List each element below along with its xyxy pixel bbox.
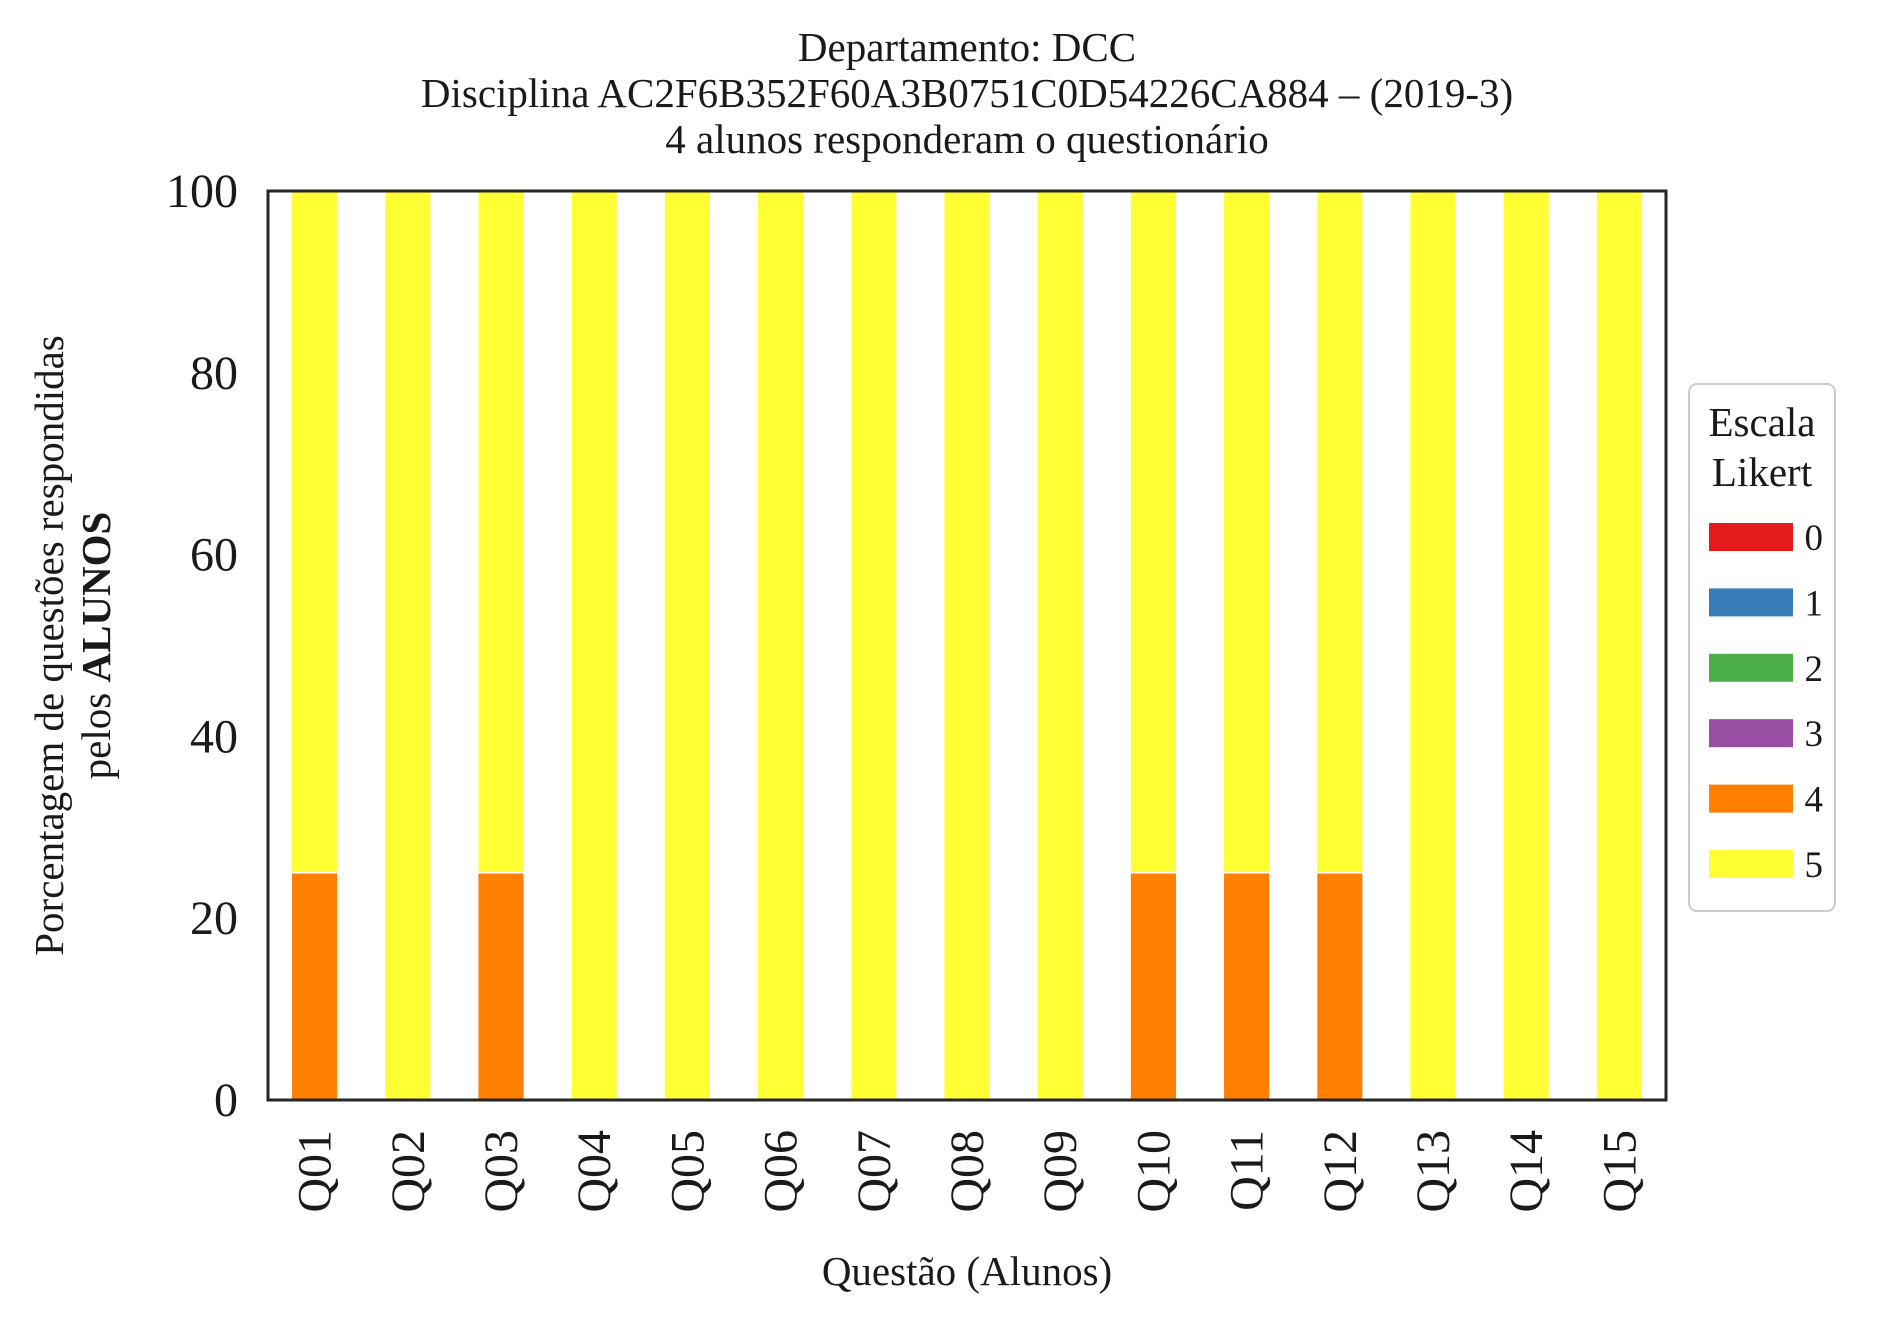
y-axis-label: Porcentagem de questões respondidas pelo… (26, 335, 119, 956)
legend-label-2: 2 (1805, 649, 1824, 690)
y-tick-label: 60 (190, 529, 238, 582)
bar-segment-Q09-likert-5 (1036, 190, 1085, 1101)
legend-items: 0 1 2 3 4 5 (1709, 518, 1823, 886)
x-tick-label-Q10: Q10 (1127, 1130, 1180, 1213)
legend-swatch-4 (1709, 784, 1793, 813)
legend: Escala Likert 0 1 2 3 4 5 (1688, 383, 1836, 912)
legend-box (1688, 383, 1836, 912)
chart-title-line-3: 4 alunos responderam o questionário (665, 116, 1268, 162)
bar-segment-Q01-likert-5 (290, 190, 339, 874)
legend-swatch-5 (1709, 850, 1793, 878)
y-tick-label: 40 (190, 710, 238, 763)
y-axis-label-line-1: Porcentagem de questões respondidas (26, 335, 72, 956)
legend-item-4: 4 (1709, 780, 1823, 821)
y-tick-label: 20 (190, 892, 238, 945)
x-tick-label-Q06: Q06 (755, 1130, 808, 1213)
chart-title-line-2: Disciplina AC2F6B352F60A3B0751C0D54226CA… (421, 70, 1513, 116)
x-tick-label-Q05: Q05 (661, 1130, 714, 1213)
legend-swatch-1 (1709, 588, 1793, 617)
bar-segment-Q12-likert-4 (1315, 872, 1364, 1101)
y-axis-label-bold: ALUNOS (73, 512, 119, 683)
bar-segment-Q10-likert-4 (1129, 872, 1178, 1101)
x-tick-label-Q07: Q07 (848, 1130, 901, 1213)
bar-segment-Q04-likert-5 (570, 190, 619, 1101)
bar-segment-Q03-likert-5 (476, 190, 526, 874)
y-tick-label: 0 (214, 1074, 238, 1127)
bar-segment-Q14-likert-5 (1502, 190, 1551, 1101)
bar-segment-Q15-likert-5 (1595, 190, 1644, 1101)
bar-segment-Q11-likert-4 (1222, 872, 1271, 1101)
bar-segment-Q06-likert-5 (756, 190, 805, 1101)
bar-segment-Q13-likert-5 (1408, 190, 1458, 1101)
plot-frame (266, 189, 1668, 1102)
bar-segment-Q01-likert-4 (290, 872, 339, 1101)
chart-title-line-1: Departamento: DCC (798, 24, 1136, 70)
x-tick-label-Q09: Q09 (1034, 1130, 1087, 1213)
x-tick-label-Q02: Q02 (382, 1130, 435, 1213)
bar-segment-Q12-likert-5 (1315, 190, 1364, 874)
legend-item-0: 0 (1709, 518, 1823, 559)
x-tick-label-Q15: Q15 (1593, 1130, 1646, 1213)
x-tick-label-Q14: Q14 (1500, 1130, 1553, 1213)
y-tick-label: 100 (166, 165, 238, 218)
legend-label-1: 1 (1805, 583, 1824, 624)
bars-group (290, 190, 1644, 1101)
bar-segment-Q10-likert-5 (1129, 190, 1178, 874)
legend-item-2: 2 (1709, 649, 1823, 690)
legend-item-5: 5 (1709, 845, 1823, 886)
legend-item-3: 3 (1709, 714, 1823, 755)
legend-title-line-1: Escala (1709, 399, 1816, 445)
legend-title-line-2: Likert (1712, 449, 1813, 495)
legend-label-4: 4 (1805, 780, 1824, 821)
x-tick-label-Q11: Q11 (1221, 1130, 1274, 1211)
x-tick-label-Q13: Q13 (1407, 1130, 1460, 1213)
x-tick-label-Q01: Q01 (289, 1130, 342, 1213)
x-tick-label-Q03: Q03 (475, 1130, 528, 1213)
y-tick-label: 80 (190, 347, 238, 400)
bar-segment-Q07-likert-5 (849, 190, 898, 1101)
bar-segment-Q03-likert-4 (476, 872, 526, 1101)
bar-segment-Q11-likert-5 (1222, 190, 1271, 874)
bar-segment-Q05-likert-5 (663, 190, 712, 1101)
legend-label-3: 3 (1805, 714, 1824, 755)
x-tick-label-Q08: Q08 (941, 1130, 994, 1213)
x-tick-label-Q04: Q04 (568, 1130, 621, 1213)
legend-label-0: 0 (1805, 518, 1824, 559)
legend-swatch-3 (1709, 719, 1793, 748)
x-tick-label-Q12: Q12 (1314, 1130, 1367, 1213)
chart-title: Departamento: DCC Disciplina AC2F6B352F6… (421, 24, 1513, 162)
y-axis: 0 20 40 60 80 100 (166, 165, 238, 1127)
y-axis-label-line-2: pelos ALUNOS (73, 512, 119, 780)
legend-swatch-2 (1709, 653, 1793, 682)
x-axis-label: Questão (Alunos) (822, 1248, 1112, 1294)
y-axis-label-prefix: pelos (73, 683, 119, 780)
legend-swatch-0 (1709, 523, 1793, 551)
bar-segment-Q02-likert-5 (383, 190, 432, 1101)
bar-segment-Q08-likert-5 (942, 190, 992, 1101)
legend-label-5: 5 (1805, 845, 1824, 886)
legend-item-1: 1 (1709, 583, 1823, 624)
x-axis: Q01 Q02 Q03 Q04 Q05 Q06 Q07 Q08 Q09 Q10 Q11 Q12 Q13 Q… (289, 1130, 1647, 1213)
